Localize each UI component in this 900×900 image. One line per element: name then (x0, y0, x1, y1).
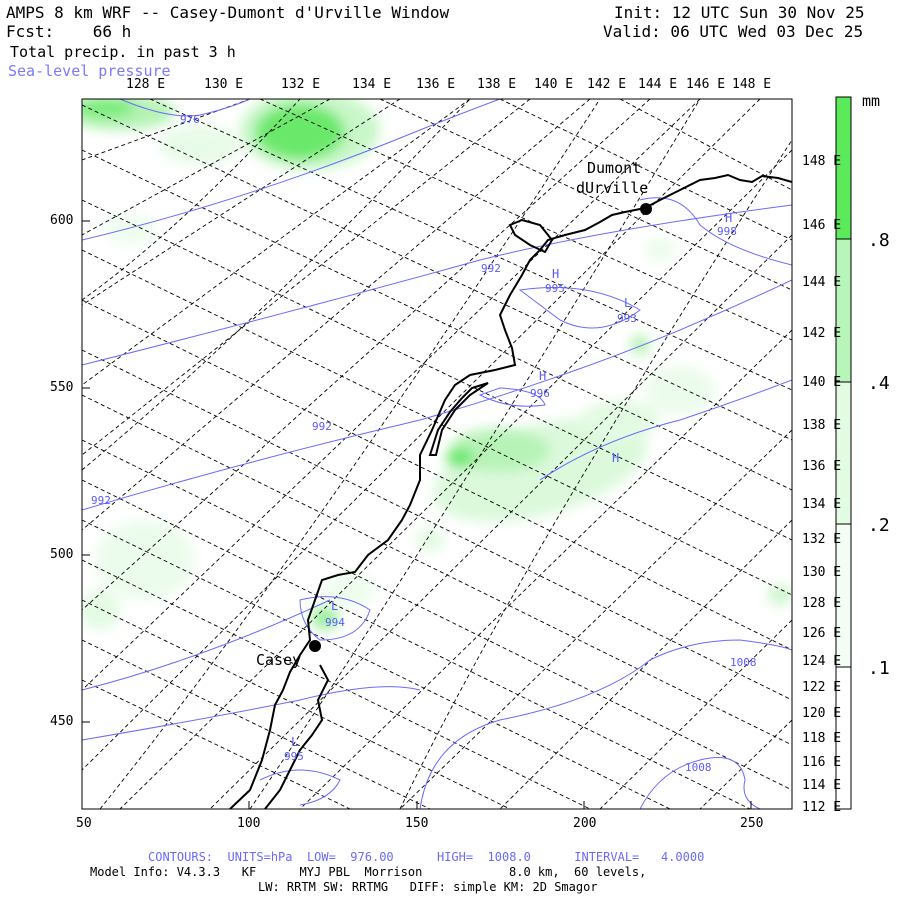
bottom-axis-label: 50 (76, 816, 92, 831)
right-lon-label: 112 E (802, 800, 842, 815)
top-lon-label: 130 E (204, 77, 244, 92)
dumont-durville-station-marker (640, 203, 652, 215)
top-lon-label: 140 E (534, 77, 574, 92)
right-lon-label: 140 E (802, 375, 842, 390)
top-lon-label: 128 E (126, 77, 166, 92)
colorbar-segment (835, 666, 852, 810)
top-lon-label: 132 E (281, 77, 321, 92)
right-lon-label: 142 E (802, 326, 842, 341)
isobar-label: 1008 (730, 656, 757, 669)
precip-shading (82, 99, 792, 630)
right-lon-label: 146 E (802, 218, 842, 233)
contour-info: CONTOURS: UNITS=hPa LOW= 976.00 HIGH= 10… (148, 850, 705, 864)
left-axis-label: 500 (50, 547, 74, 562)
colorbar-segment (835, 238, 852, 383)
isobar-label: 994 (325, 616, 345, 629)
right-lon-label: 116 E (802, 755, 842, 770)
right-lon-label: 122 E (802, 680, 842, 695)
station-label-dumont: Dumont (587, 159, 641, 177)
casey-station-marker (309, 640, 321, 652)
high-pressure-center: H (725, 211, 732, 225)
top-lon-label: 134 E (352, 77, 392, 92)
low-pressure-center: L (331, 599, 338, 613)
right-lon-label: 118 E (802, 731, 842, 746)
left-axis-label: 550 (50, 380, 74, 395)
isobars (82, 99, 792, 809)
top-lon-label: 146 E (686, 77, 726, 92)
right-lon-label: 138 E (802, 418, 842, 433)
map-title: AMPS 8 km WRF -- Casey-Dumont d'Urville … (6, 3, 450, 22)
isobar-label: 992 (481, 262, 501, 275)
low-pressure-center: L (624, 296, 631, 310)
isobar-label: 976 (180, 113, 200, 126)
valid-time: Valid: 06 UTC Wed 03 Dec 25 (603, 22, 864, 41)
bottom-axis-label: 200 (573, 816, 597, 831)
colorbar-label: .4 (868, 373, 890, 394)
isobar-label: 992 (91, 494, 111, 507)
left-axis-label: 450 (50, 714, 74, 729)
model-info-physics: LW: RRTM SW: RRTMG DIFF: simple KM: 2D S… (258, 880, 598, 894)
low-pressure-center: L (291, 735, 298, 749)
top-lon-label: 136 E (416, 77, 456, 92)
forecast-hour: Fcst: 66 h (6, 22, 132, 41)
axis-ticks (81, 220, 752, 809)
colorbar-label: .1 (868, 658, 890, 679)
isobar-label: 993 (617, 312, 637, 325)
isobar-label: 992 (312, 420, 332, 433)
high-pressure-center: H (539, 369, 546, 383)
isobar-label: 998 (717, 225, 737, 238)
colorbar-label: .8 (868, 230, 890, 251)
isobar-label: 995 (545, 282, 565, 295)
colorbar-label: .2 (868, 515, 890, 536)
right-lon-label: 134 E (802, 497, 842, 512)
bottom-axis-label: 100 (237, 816, 261, 831)
right-lon-label: 114 E (802, 778, 842, 793)
right-lon-label: 136 E (802, 459, 842, 474)
right-lon-label: 124 E (802, 654, 842, 669)
high-pressure-center: H (552, 267, 559, 281)
left-axis-label: 600 (50, 213, 74, 228)
field-name: Total precip. in past 3 h (10, 43, 236, 61)
station-label-durville: dUrville (576, 179, 648, 197)
isobar-label: 996 (530, 387, 550, 400)
overlay-name: Sea-level pressure (8, 62, 171, 80)
bottom-axis-label: 150 (405, 816, 429, 831)
bottom-axis-label: 250 (740, 816, 764, 831)
top-lon-label: 148 E (732, 77, 772, 92)
plot-frame (81, 98, 793, 810)
right-lon-label: 132 E (802, 532, 842, 547)
top-lon-label: 138 E (477, 77, 517, 92)
right-lon-label: 144 E (802, 275, 842, 290)
colorbar-unit: mm (862, 92, 881, 110)
isobar-label: 995 (284, 750, 304, 763)
right-lon-label: 128 E (802, 596, 842, 611)
colorbar (835, 96, 852, 810)
right-lon-label: 130 E (802, 565, 842, 580)
right-lon-label: 148 E (802, 154, 842, 169)
top-lon-label: 144 E (638, 77, 678, 92)
station-label-casey: Casey (256, 651, 301, 669)
right-lon-label: 126 E (802, 626, 842, 641)
init-time: Init: 12 UTC Sun 30 Nov 25 (614, 3, 865, 22)
model-info: Model Info: V4.3.3 KF MYJ PBL Morrison 8… (90, 865, 647, 879)
top-lon-label: 142 E (587, 77, 627, 92)
coastline (229, 173, 792, 809)
right-lon-label: 120 E (802, 706, 842, 721)
isobar-label: 1008 (685, 761, 712, 774)
high-pressure-center: H (612, 451, 619, 465)
